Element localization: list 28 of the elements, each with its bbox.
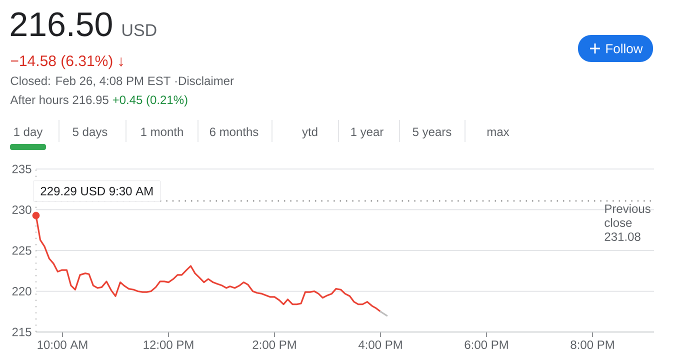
y-tick-label: 230 xyxy=(12,206,32,214)
text: After hours 216.95 xyxy=(10,95,108,104)
ref-line-label: Previous close 231.08 xyxy=(604,204,650,241)
text: 5 years xyxy=(412,128,452,138)
x-tick-label: 2:00 PM xyxy=(252,340,296,350)
chart-subtitle: USD xyxy=(122,24,156,36)
text: +0.45 (0.21%) xyxy=(112,95,188,106)
text: Closed: Feb 26, 4:08 PM EST ·Disclaimer xyxy=(10,76,234,87)
x-tick-label: 4:00 PM xyxy=(358,340,402,350)
chart-title: 216.50 xyxy=(10,12,112,36)
y-tick-label: 215 xyxy=(12,328,32,336)
annotation: 229.29 USD 9:30 AM xyxy=(40,186,153,196)
x-tick-label: 12:00 PM xyxy=(144,340,194,350)
y-tick-label: 225 xyxy=(12,246,32,255)
text: −14.58 (6.31%) ↓ xyxy=(10,55,123,70)
text: 5 days xyxy=(72,127,108,138)
text: 1 day xyxy=(14,127,43,138)
y-tick-label: 235 xyxy=(12,164,32,174)
x-tick-label: 8:00 PM xyxy=(570,340,614,350)
x-tick-label: 10:00 AM xyxy=(38,340,88,350)
text: max xyxy=(487,130,510,136)
text: 6 months xyxy=(210,127,258,136)
y-tick-label: 220 xyxy=(12,287,32,296)
text: 1 year xyxy=(351,128,384,138)
text: ytd xyxy=(302,127,318,138)
x-tick-label: 6:00 PM xyxy=(464,340,508,350)
text: 1 month xyxy=(141,127,183,136)
text: Follow xyxy=(606,44,643,54)
